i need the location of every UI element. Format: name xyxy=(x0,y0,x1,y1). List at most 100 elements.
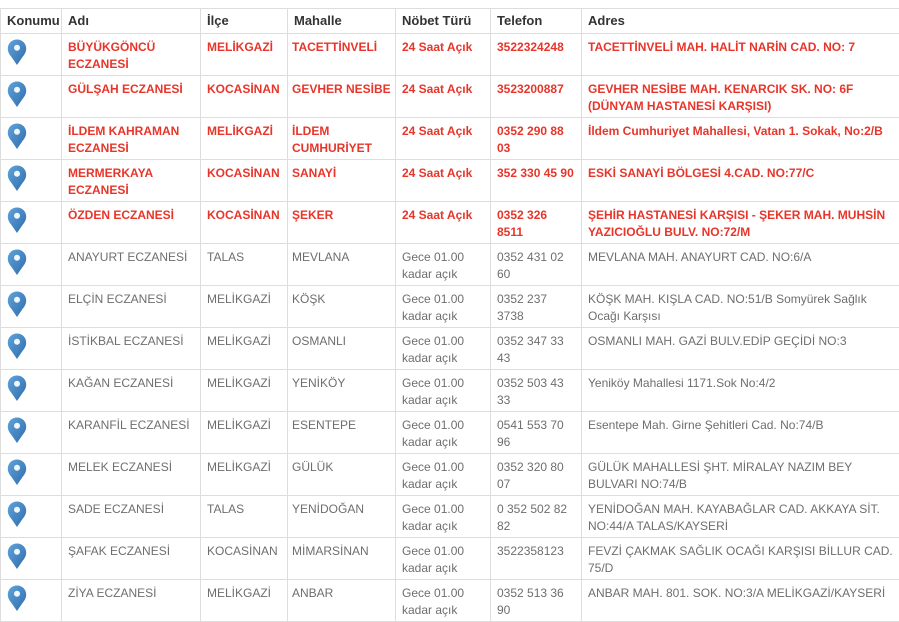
name-cell: İLDEM KAHRAMAN ECZANESİ xyxy=(62,118,201,160)
map-pin-icon[interactable] xyxy=(7,585,27,612)
duty-cell: Gece 01.00 kadar açık xyxy=(396,580,491,622)
name-cell: BÜYÜKGÖNCÜ ECZANESİ xyxy=(62,34,201,76)
column-header-neighborhood: Mahalle xyxy=(288,9,396,34)
address-cell: ANBAR MAH. 801. SOK. NO:3/A MELİKGAZİ/KA… xyxy=(582,580,899,622)
map-pin-icon[interactable] xyxy=(7,249,27,276)
duty-cell: 24 Saat Açık xyxy=(396,118,491,160)
location-cell xyxy=(1,412,62,454)
column-header-name: Adı xyxy=(62,9,201,34)
district-cell: MELİKGAZİ xyxy=(201,328,288,370)
neighborhood-cell: OSMANLI xyxy=(288,328,396,370)
map-pin-icon[interactable] xyxy=(7,501,27,528)
name-cell: KARANFİL ECZANESİ xyxy=(62,412,201,454)
neighborhood-cell: GEVHER NESİBE xyxy=(288,76,396,118)
district-cell: TALAS xyxy=(201,244,288,286)
location-cell xyxy=(1,244,62,286)
location-cell xyxy=(1,76,62,118)
neighborhood-cell: SANAYİ xyxy=(288,160,396,202)
map-pin-icon[interactable] xyxy=(7,39,27,66)
phone-cell: 0541 553 70 96 xyxy=(491,412,582,454)
column-header-address: Adres xyxy=(582,9,899,34)
name-cell: ANAYURT ECZANESİ xyxy=(62,244,201,286)
duty-cell: Gece 01.00 kadar açık xyxy=(396,286,491,328)
duty-cell: Gece 01.00 kadar açık xyxy=(396,412,491,454)
address-cell: GÜLÜK MAHALLESİ ŞHT. MİRALAY NAZIM BEY B… xyxy=(582,454,899,496)
name-cell: GÜLŞAH ECZANESİ xyxy=(62,76,201,118)
district-cell: MELİKGAZİ xyxy=(201,370,288,412)
district-cell: MELİKGAZİ xyxy=(201,454,288,496)
duty-cell: Gece 01.00 kadar açık xyxy=(396,370,491,412)
district-cell: TALAS xyxy=(201,496,288,538)
address-cell: YENİDOĞAN MAH. KAYABAĞLAR CAD. AKKAYA Sİ… xyxy=(582,496,899,538)
district-cell: KOCASİNAN xyxy=(201,76,288,118)
address-cell: Yeniköy Mahallesi 1171.Sok No:4/2 xyxy=(582,370,899,412)
address-cell: Esentepe Mah. Girne Şehitleri Cad. No:74… xyxy=(582,412,899,454)
map-pin-icon[interactable] xyxy=(7,375,27,402)
neighborhood-cell: ŞEKER xyxy=(288,202,396,244)
map-pin-icon[interactable] xyxy=(7,333,27,360)
column-header-phone: Telefon xyxy=(491,9,582,34)
phone-cell: 0352 503 43 33 xyxy=(491,370,582,412)
address-cell: ESKİ SANAYİ BÖLGESİ 4.CAD. NO:77/C xyxy=(582,160,899,202)
map-pin-icon[interactable] xyxy=(7,207,27,234)
name-cell: KAĞAN ECZANESİ xyxy=(62,370,201,412)
map-pin-icon[interactable] xyxy=(7,459,27,486)
district-cell: KOCASİNAN xyxy=(201,202,288,244)
neighborhood-cell: TACETTİNVELİ xyxy=(288,34,396,76)
phone-cell: 0352 237 3738 xyxy=(491,286,582,328)
location-cell xyxy=(1,580,62,622)
location-cell xyxy=(1,328,62,370)
phone-cell: 0352 320 80 07 xyxy=(491,454,582,496)
phone-cell: 3523200887 xyxy=(491,76,582,118)
map-pin-icon[interactable] xyxy=(7,81,27,108)
name-cell: ZİYA ECZANESİ xyxy=(62,580,201,622)
location-cell xyxy=(1,496,62,538)
map-pin-icon[interactable] xyxy=(7,417,27,444)
district-cell: KOCASİNAN xyxy=(201,160,288,202)
duty-cell: Gece 01.00 kadar açık xyxy=(396,244,491,286)
address-cell: GEVHER NESİBE MAH. KENARCIK SK. NO: 6F (… xyxy=(582,76,899,118)
neighborhood-cell: YENİKÖY xyxy=(288,370,396,412)
map-pin-icon[interactable] xyxy=(7,291,27,318)
duty-cell: Gece 01.00 kadar açık xyxy=(396,538,491,580)
duty-cell: Gece 01.00 kadar açık xyxy=(396,496,491,538)
name-cell: ÖZDEN ECZANESİ xyxy=(62,202,201,244)
name-cell: MELEK ECZANESİ xyxy=(62,454,201,496)
district-cell: MELİKGAZİ xyxy=(201,34,288,76)
location-cell xyxy=(1,370,62,412)
map-pin-icon[interactable] xyxy=(7,165,27,192)
duty-cell: 24 Saat Açık xyxy=(396,160,491,202)
map-pin-icon[interactable] xyxy=(7,123,27,150)
address-cell: MEVLANA MAH. ANAYURT CAD. NO:6/A xyxy=(582,244,899,286)
column-header-location: Konumu xyxy=(1,9,62,34)
address-cell: İldem Cumhuriyet Mahallesi, Vatan 1. Sok… xyxy=(582,118,899,160)
address-cell: OSMANLI MAH. GAZİ BULV.EDİP GEÇİDİ NO:3 xyxy=(582,328,899,370)
phone-cell: 0352 326 8511 xyxy=(491,202,582,244)
neighborhood-cell: MEVLANA xyxy=(288,244,396,286)
phone-cell: 0352 347 33 43 xyxy=(491,328,582,370)
phone-cell: 3522324248 xyxy=(491,34,582,76)
location-cell xyxy=(1,160,62,202)
name-cell: SADE ECZANESİ xyxy=(62,496,201,538)
phone-cell: 352 330 45 90 xyxy=(491,160,582,202)
district-cell: MELİKGAZİ xyxy=(201,412,288,454)
phone-cell: 3522358123 xyxy=(491,538,582,580)
phone-cell: 0352 290 88 03 xyxy=(491,118,582,160)
name-cell: İSTİKBAL ECZANESİ xyxy=(62,328,201,370)
map-pin-icon[interactable] xyxy=(7,543,27,570)
district-cell: MELİKGAZİ xyxy=(201,118,288,160)
neighborhood-cell: ESENTEPE xyxy=(288,412,396,454)
column-header-duty: Nöbet Türü xyxy=(396,9,491,34)
district-cell: MELİKGAZİ xyxy=(201,580,288,622)
